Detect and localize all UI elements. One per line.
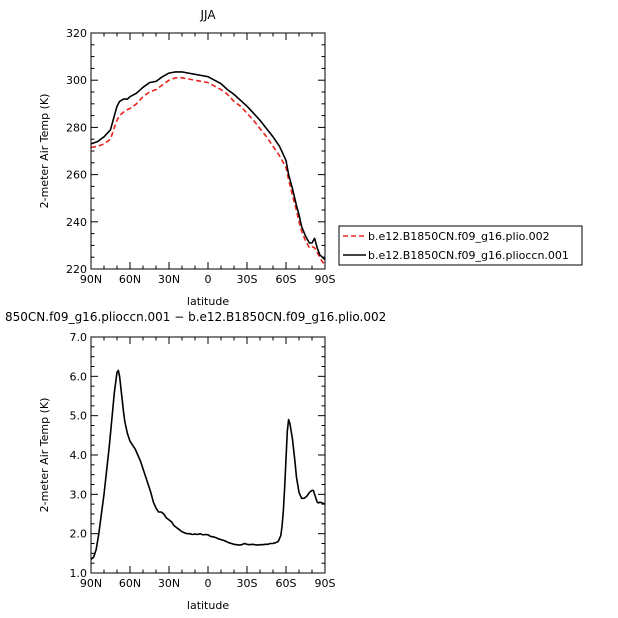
bottom-chart-xtick-label: 60N	[119, 577, 141, 590]
top-chart-xtick-label: 90S	[315, 273, 336, 286]
bottom-chart-title: 850CN.f09_g16.plioccn.001 − b.e12.B1850C…	[5, 310, 386, 324]
legend-label-plio: b.e12.B1850CN.f09_g16.plio.002	[368, 230, 550, 243]
bottom-chart-ytick-label: 6.0	[70, 370, 88, 383]
bottom-chart-ytick-label: 3.0	[70, 488, 88, 501]
bottom-chart-ytick-label: 4.0	[70, 449, 88, 462]
top-chart-ytick-label: 280	[66, 121, 87, 134]
top-chart-legend: b.e12.B1850CN.f09_g16.plio.002 b.e12.B18…	[338, 225, 583, 266]
bottom-chart-xtick-label: 30N	[158, 577, 180, 590]
top-chart-ytick-label: 320	[66, 27, 87, 40]
top-chart-panel: JJA 90N 60N 30N 0 30S 60S 90S 220 240 260 280 300 32…	[38, 8, 336, 308]
top-chart-xtick-label: 0	[205, 273, 212, 286]
top-chart-title: JJA	[199, 8, 216, 22]
top-chart-ylabel: 2-meter Air Temp (K)	[38, 94, 51, 209]
bottom-chart-xlabel: latitude	[187, 599, 229, 612]
bottom-chart-xtick-label: 0	[205, 577, 212, 590]
bottom-chart-ytick-label: 2.0	[70, 528, 88, 541]
legend-label-plioccn: b.e12.B1850CN.f09_g16.plioccn.001	[368, 249, 569, 262]
bottom-chart-ytick-label: 1.0	[70, 567, 88, 580]
top-chart-ytick-label: 260	[66, 169, 87, 182]
top-chart-xtick-label: 30N	[158, 273, 180, 286]
bottom-chart-xtick-label: 60S	[276, 577, 297, 590]
top-chart-xtick-label: 60S	[276, 273, 297, 286]
bottom-chart-xtick-label: 90S	[315, 577, 336, 590]
bottom-chart-frame	[90, 336, 326, 574]
top-chart-ytick-label: 220	[66, 263, 87, 276]
bottom-chart-ytick-label: 7.0	[70, 331, 88, 344]
top-chart-xtick-label: 60N	[119, 273, 141, 286]
legend-box	[338, 225, 583, 266]
top-chart-series	[90, 71, 326, 265]
bottom-chart-panel: 850CN.f09_g16.plioccn.001 − b.e12.B1850C…	[5, 310, 386, 612]
top-chart-series-line-0	[90, 77, 326, 265]
bottom-chart-ytick-label: 5.0	[70, 410, 88, 423]
top-chart-xlabel: latitude	[187, 295, 229, 308]
top-chart-xtick-label: 90N	[80, 273, 102, 286]
bottom-chart-series	[90, 369, 326, 560]
bottom-chart-ylabel: 2-meter Air Temp (K)	[38, 398, 51, 513]
top-chart-series-line-1	[90, 71, 326, 261]
top-chart-ticks: 90N 60N 30N 0 30S 60S 90S 220 240 260 280 300 320	[66, 27, 336, 286]
bottom-chart-xtick-label: 90N	[80, 577, 102, 590]
top-chart-xtick-label: 30S	[237, 273, 258, 286]
bottom-chart-series-line-0	[90, 369, 326, 560]
top-chart-ytick-label: 240	[66, 216, 87, 229]
bottom-chart-xtick-label: 30S	[237, 577, 258, 590]
top-chart-ytick-label: 300	[66, 74, 87, 87]
top-chart-frame	[90, 32, 326, 270]
